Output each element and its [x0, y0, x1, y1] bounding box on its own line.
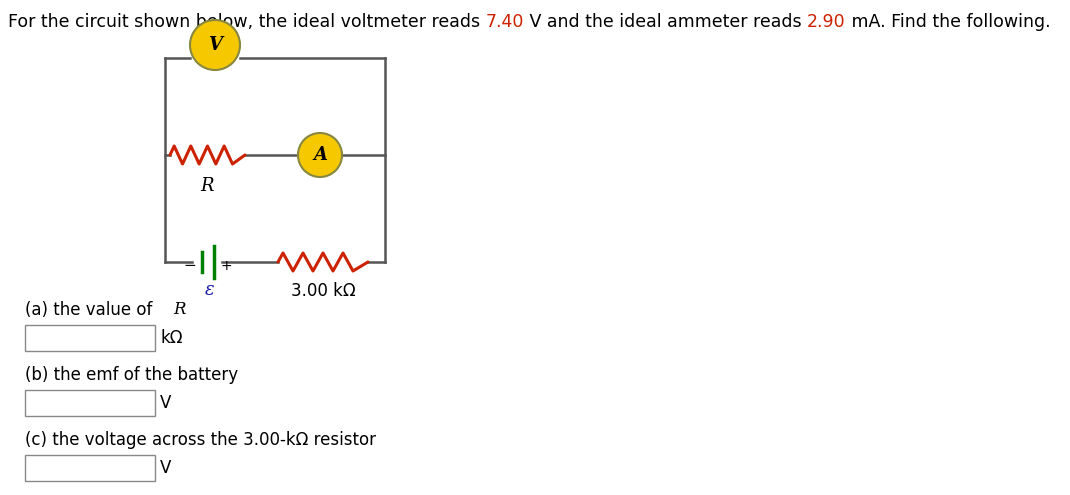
- Text: V and the ideal ammeter reads: V and the ideal ammeter reads: [524, 13, 807, 31]
- Text: (b) the emf of the battery: (b) the emf of the battery: [25, 366, 239, 384]
- FancyBboxPatch shape: [25, 455, 155, 481]
- Text: −: −: [184, 258, 197, 274]
- Text: V: V: [208, 36, 221, 54]
- Text: 2.90: 2.90: [807, 13, 845, 31]
- Text: +: +: [220, 259, 232, 273]
- Text: R: R: [173, 301, 185, 318]
- Text: R: R: [201, 177, 214, 195]
- Text: V: V: [160, 459, 171, 477]
- Text: A: A: [314, 146, 327, 164]
- FancyBboxPatch shape: [25, 390, 155, 416]
- FancyBboxPatch shape: [25, 325, 155, 351]
- Text: 3.00 kΩ: 3.00 kΩ: [291, 282, 355, 300]
- Text: mA. Find the following.: mA. Find the following.: [845, 13, 1051, 31]
- Text: kΩ: kΩ: [160, 329, 183, 347]
- Text: For the circuit shown below, the ideal voltmeter reads: For the circuit shown below, the ideal v…: [7, 13, 486, 31]
- Text: ε: ε: [205, 281, 215, 299]
- Circle shape: [299, 133, 342, 177]
- Circle shape: [190, 20, 240, 70]
- Text: 7.40: 7.40: [486, 13, 524, 31]
- Text: (a) the value of: (a) the value of: [25, 301, 157, 319]
- Text: (c) the voltage across the 3.00-kΩ resistor: (c) the voltage across the 3.00-kΩ resis…: [25, 431, 376, 449]
- Text: V: V: [160, 394, 171, 412]
